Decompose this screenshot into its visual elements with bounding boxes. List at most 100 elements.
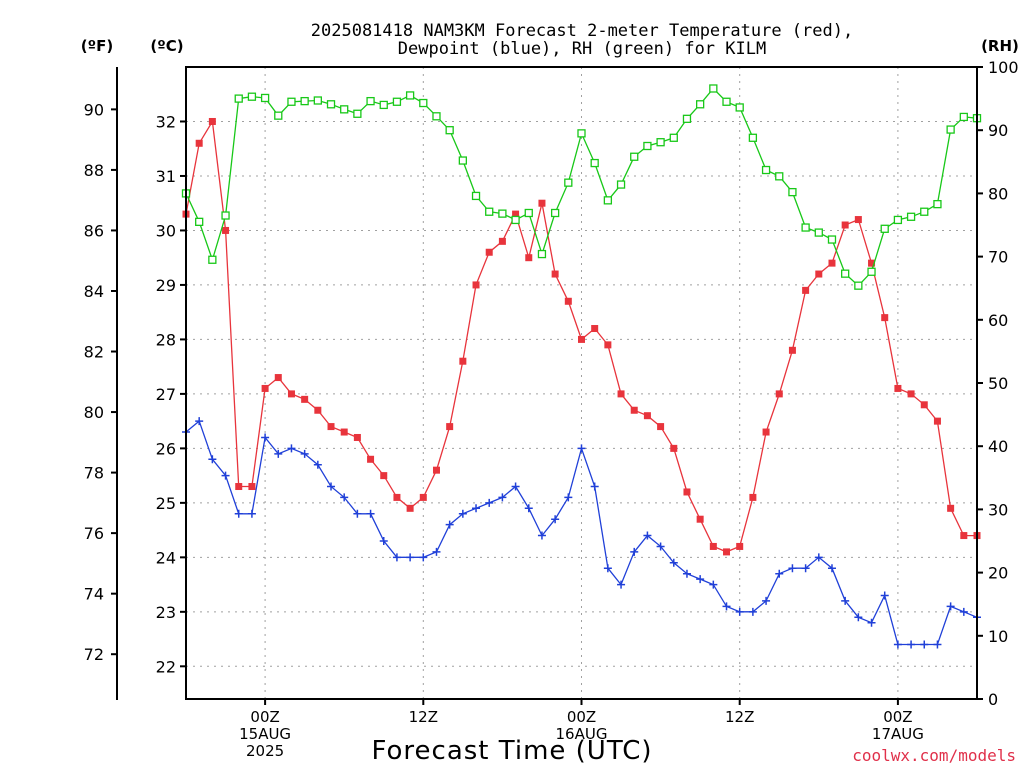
rh-point	[195, 217, 204, 226]
dewpoint-point	[445, 520, 454, 529]
dewpoint-point	[867, 618, 876, 627]
rh-point	[405, 91, 415, 100]
axes: 72 74 76 78 80 82 84 86 88 90 22 23 24 25 26 27 28 29 30 31…	[84, 58, 1019, 709]
fahrenheit-tick-label: 80	[84, 403, 104, 422]
rh-point	[498, 209, 507, 218]
rh-point	[630, 152, 639, 161]
temperature-point	[512, 210, 520, 218]
dewpoint-point	[379, 537, 388, 545]
dewpoint-point	[208, 455, 217, 464]
dewpoint-point	[603, 564, 612, 573]
celsius-tick-label: 26	[156, 439, 176, 458]
dewpoint-point	[617, 580, 626, 589]
rh-point	[208, 255, 217, 264]
dewpoint-point	[472, 504, 481, 513]
rh-point	[485, 207, 494, 216]
temperature-point	[841, 221, 849, 229]
rh-point	[748, 133, 758, 142]
chart-title-line1: 2025081418 NAM3KM Forecast 2-meter Tempe…	[311, 21, 853, 41]
fahrenheit-tick-label: 76	[84, 524, 104, 543]
rh-tick-label: 20	[988, 564, 1008, 583]
temperature-point	[854, 216, 862, 224]
dewpoint-point	[801, 564, 810, 573]
rh-point	[867, 267, 876, 276]
rh-point	[841, 269, 850, 278]
rh-point	[603, 196, 613, 205]
rh-point	[564, 178, 573, 187]
dewpoint-point	[827, 564, 836, 573]
celsius-tick-label: 22	[156, 657, 176, 676]
fahrenheit-tick-label: 90	[84, 100, 104, 119]
dewpoint-point	[458, 509, 467, 518]
rh-point	[366, 96, 375, 106]
rh-point	[696, 100, 705, 109]
dewpoint-point	[195, 417, 204, 426]
x-tick-label: 00Z	[883, 708, 912, 726]
rh-point	[735, 103, 744, 112]
dewpoint-point	[234, 509, 243, 518]
temperature-point	[696, 515, 704, 523]
temperature-point	[432, 466, 440, 474]
dewpoint-point	[630, 547, 639, 556]
rh-point	[761, 165, 771, 175]
temperature-point	[868, 259, 876, 267]
dewpoint-point	[261, 433, 270, 442]
x-tick-label: 00Z	[567, 708, 596, 726]
temperature-point	[367, 455, 375, 463]
dewpoint-point	[432, 547, 441, 556]
temperature-point	[301, 395, 309, 403]
dewpoint-point	[920, 640, 929, 649]
x-tick-label: 16AUG	[556, 725, 608, 743]
temperature-point	[208, 117, 216, 125]
temperature-point	[775, 390, 783, 398]
temperature-point	[222, 226, 230, 234]
dewpoint-point	[564, 493, 573, 502]
temperature-point	[736, 542, 744, 550]
rh-point	[801, 223, 810, 232]
dewpoint-point	[880, 591, 889, 600]
series-layer	[181, 84, 982, 649]
rh-point	[471, 191, 481, 201]
x-tick-label: 2025	[246, 742, 284, 760]
temperature-point	[788, 346, 796, 354]
rh-point	[247, 92, 257, 101]
dewpoint-point	[340, 493, 349, 502]
rh-point	[920, 207, 929, 216]
temperature-point	[446, 423, 454, 431]
x-axis-title: Forecast Time (UTC)	[371, 736, 652, 766]
rh-tick-label: 0	[988, 690, 998, 709]
celsius-tick-label: 29	[156, 276, 176, 295]
rh-point	[379, 100, 388, 110]
temperature-point	[564, 297, 572, 305]
dewpoint-point	[788, 564, 797, 573]
x-tick-label: 00Z	[250, 708, 279, 726]
dewpoint-point	[406, 553, 415, 562]
fahrenheit-tick-label: 78	[84, 464, 104, 483]
celsius-tick-label: 27	[156, 385, 176, 404]
rh-point	[260, 93, 270, 103]
rh-point	[959, 112, 968, 122]
rh-point	[854, 281, 863, 290]
rh-point	[234, 94, 243, 103]
temperature-point	[459, 357, 467, 365]
rh-point	[814, 228, 823, 237]
dewpoint-point	[959, 607, 968, 616]
temperature-point	[933, 417, 941, 425]
dewpoint-point	[946, 602, 955, 611]
temperature-point	[406, 504, 414, 512]
temperature-point	[591, 325, 599, 333]
dewpoint-point	[933, 640, 942, 649]
temperature-point	[643, 412, 651, 420]
dewpoint-point	[419, 553, 428, 562]
rh-point	[511, 215, 520, 225]
series-temperature	[182, 117, 981, 556]
celsius-tick-label: 25	[156, 494, 176, 513]
temperature-point	[920, 401, 928, 409]
temperature-point	[630, 406, 638, 414]
x-tick-label: 12Z	[409, 708, 438, 726]
temperature-point	[815, 270, 823, 278]
celsius-tick-label: 28	[156, 330, 176, 349]
dewpoint-point	[590, 482, 599, 491]
rh-tick-label: 70	[988, 248, 1008, 267]
rh-point	[550, 208, 560, 218]
